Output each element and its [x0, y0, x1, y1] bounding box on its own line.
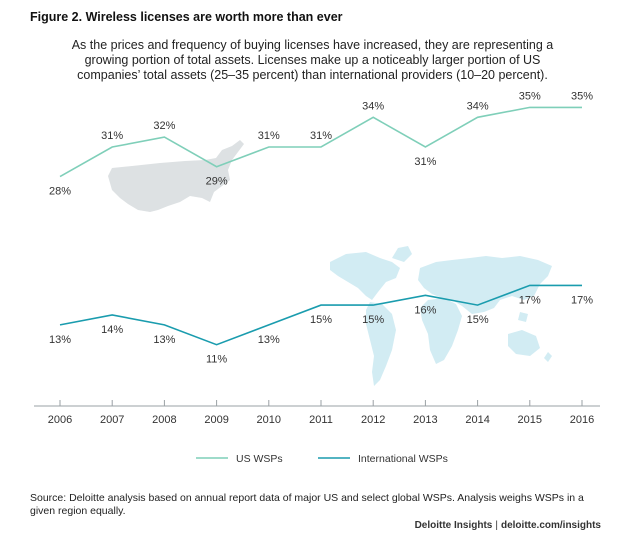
data-label-us-wsps-2010: 31%	[258, 130, 280, 142]
data-label-us-wsps-2009: 29%	[206, 176, 228, 188]
x-tick-label-2012: 2012	[361, 414, 385, 426]
data-label-international-wsps-2013: 16%	[414, 304, 436, 316]
x-tick-label-2014: 2014	[465, 414, 489, 426]
x-tick-label-2009: 2009	[204, 414, 228, 426]
legend-label-international-wsps: International WSPs	[358, 453, 448, 465]
series-line-international-wsps	[59, 284, 582, 346]
data-label-us-wsps-2015: 35%	[519, 90, 541, 102]
data-label-us-wsps-2013: 31%	[414, 156, 436, 168]
x-tick-label-2011: 2011	[309, 414, 333, 426]
data-label-us-wsps-2011: 31%	[310, 130, 332, 142]
x-tick-label-2015: 2015	[518, 414, 542, 426]
legend-label-us-wsps: US WSPs	[236, 453, 283, 465]
data-label-international-wsps-2015: 17%	[519, 294, 541, 306]
x-tick-label-2008: 2008	[152, 414, 176, 426]
data-label-international-wsps-2011: 15%	[310, 314, 332, 326]
data-label-us-wsps-2008: 32%	[153, 120, 175, 132]
legend: US WSPs International WSPs	[196, 453, 448, 465]
data-label-international-wsps-2007: 14%	[101, 324, 123, 336]
credit-brand: Deloitte Insights	[414, 520, 493, 531]
credit-separator: |	[495, 520, 498, 531]
data-label-us-wsps-2014: 34%	[467, 100, 489, 112]
data-label-us-wsps-2006: 28%	[49, 186, 71, 198]
data-label-international-wsps-2016: 17%	[571, 294, 593, 306]
x-tick-label-2006: 2006	[48, 414, 72, 426]
series-line-us-wsps	[59, 106, 582, 178]
us-map-illustration	[108, 140, 244, 212]
data-label-international-wsps-2009: 11%	[206, 354, 227, 366]
data-label-international-wsps-2012: 15%	[362, 314, 384, 326]
data-label-us-wsps-2012: 34%	[362, 100, 384, 112]
credit-site: deloitte.com/insights	[500, 520, 601, 531]
data-label-international-wsps-2010: 13%	[258, 334, 280, 346]
data-label-international-wsps-2006: 13%	[49, 334, 71, 346]
data-label-international-wsps-2014: 15%	[467, 314, 489, 326]
chart-title: Figure 2. Wireless licenses are worth mo…	[30, 10, 343, 24]
data-label-international-wsps-2008: 13%	[153, 334, 175, 346]
data-label-us-wsps-2007: 31%	[101, 130, 123, 142]
chart-subtitle: As the prices and frequency of buying li…	[71, 38, 554, 82]
publisher-credit: Deloitte Insights | deloitte.com/insights	[415, 520, 601, 531]
x-tick-label-2016: 2016	[570, 414, 594, 426]
x-tick-label-2010: 2010	[257, 414, 281, 426]
x-tick-label-2007: 2007	[100, 414, 124, 426]
x-tick-label-2013: 2013	[413, 414, 437, 426]
data-label-us-wsps-2016: 35%	[571, 90, 593, 102]
source-footnote: Source: Deloitte analysis based on annua…	[30, 492, 584, 517]
